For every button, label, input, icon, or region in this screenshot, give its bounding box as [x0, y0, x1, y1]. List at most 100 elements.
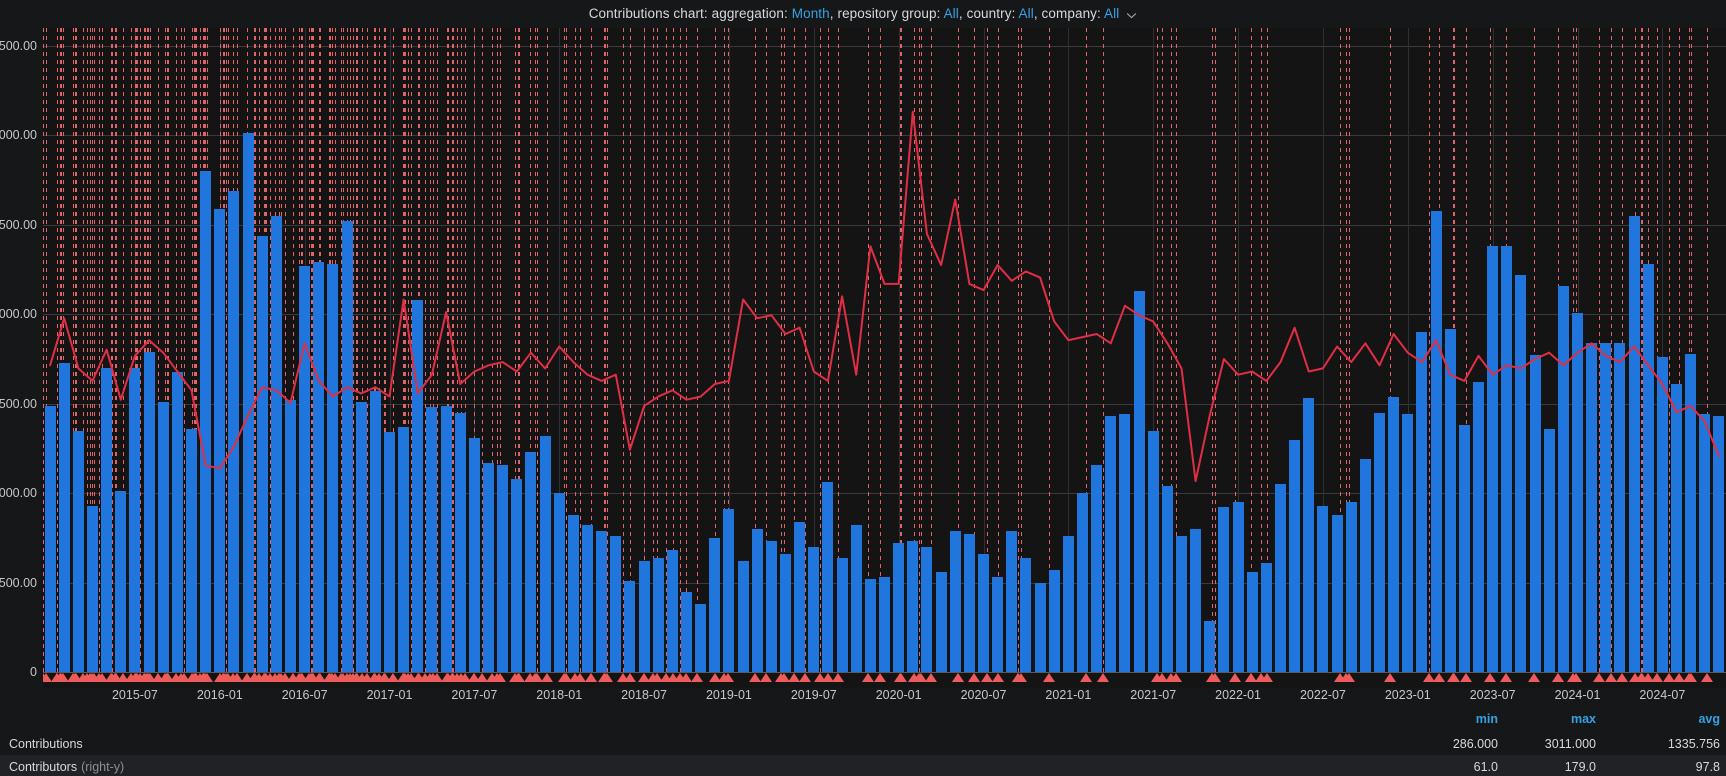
bar-contributions[interactable]: [1657, 357, 1668, 672]
bar-contributions[interactable]: [483, 462, 494, 672]
bar-contributions[interactable]: [639, 561, 650, 672]
annotation-marker-icon[interactable]: [197, 673, 209, 682]
annotation-marker-icon[interactable]: [513, 673, 525, 682]
bar-contributions[interactable]: [1049, 570, 1060, 672]
annotation-marker-icon[interactable]: [601, 673, 613, 682]
bar-contributions[interactable]: [73, 430, 84, 672]
annotation-marker-icon[interactable]: [709, 673, 721, 682]
annotation-marker-icon[interactable]: [968, 673, 980, 682]
bar-contributions[interactable]: [1431, 210, 1442, 672]
bar-contributions[interactable]: [1671, 384, 1682, 672]
annotation-marker-icon[interactable]: [1460, 673, 1472, 682]
legend-col-min[interactable]: min: [1475, 712, 1498, 726]
bar-contributions[interactable]: [1572, 312, 1583, 672]
bar-contributions[interactable]: [384, 432, 395, 672]
bar-contributions[interactable]: [525, 452, 536, 672]
annotation-marker-icon[interactable]: [227, 673, 239, 682]
annotation-line[interactable]: [919, 28, 920, 672]
bar-contributions[interactable]: [1190, 528, 1201, 672]
annotation-marker-icon[interactable]: [70, 673, 82, 682]
annotation-marker-icon[interactable]: [293, 673, 305, 682]
bar-contributions[interactable]: [1685, 353, 1696, 672]
annotation-line[interactable]: [99, 28, 100, 672]
annotation-line[interactable]: [580, 28, 581, 672]
bar-contributions[interactable]: [921, 546, 932, 672]
annotation-marker-icon[interactable]: [1448, 673, 1460, 682]
bar-contributions[interactable]: [879, 577, 890, 672]
bar-contributions[interactable]: [214, 208, 225, 672]
bar-contributions[interactable]: [822, 482, 833, 672]
legend-col-max[interactable]: max: [1570, 712, 1596, 726]
annotation-marker-icon[interactable]: [387, 673, 399, 682]
annotation-marker-icon[interactable]: [1170, 673, 1182, 682]
annotation-line[interactable]: [805, 28, 806, 672]
bar-contributions[interactable]: [610, 536, 621, 672]
annotation-line[interactable]: [353, 28, 354, 672]
annotation-marker-icon[interactable]: [1484, 673, 1496, 682]
bar-contributions[interactable]: [426, 407, 437, 672]
bar-contributions[interactable]: [285, 400, 296, 672]
bar-contributions[interactable]: [441, 405, 452, 672]
annotation-marker-icon[interactable]: [1229, 673, 1241, 682]
annotation-marker-icon[interactable]: [241, 673, 253, 682]
annotation-marker-icon[interactable]: [1245, 673, 1257, 682]
bar-contributions[interactable]: [1091, 464, 1102, 672]
bar-contributions[interactable]: [1459, 425, 1470, 672]
annotation-line[interactable]: [367, 28, 368, 672]
legend-col-avg[interactable]: avg: [1698, 712, 1720, 726]
annotation-marker-icon[interactable]: [214, 673, 226, 682]
annotation-marker-icon[interactable]: [1209, 673, 1221, 682]
bar-contributions[interactable]: [1614, 342, 1625, 672]
annotation-marker-icon[interactable]: [585, 673, 597, 682]
annotation-marker-icon[interactable]: [718, 673, 730, 682]
annotation-marker-icon[interactable]: [667, 673, 679, 682]
annotation-marker-icon[interactable]: [494, 673, 506, 682]
annotation-line[interactable]: [57, 28, 58, 672]
annotation-marker-icon[interactable]: [925, 673, 937, 682]
annotation-line[interactable]: [680, 28, 681, 672]
bar-contributions[interactable]: [1035, 582, 1046, 672]
bar-contributions[interactable]: [808, 546, 819, 672]
annotation-line[interactable]: [630, 28, 631, 672]
annotation-marker-icon[interactable]: [313, 673, 325, 682]
annotation-marker-icon[interactable]: [1384, 673, 1396, 682]
bar-contributions[interactable]: [299, 266, 310, 672]
graph-area[interactable]: 0 500.00 1000.00 1500.00 2000.00 2500.00 3000.…: [0, 28, 1726, 688]
annotation-marker-icon[interactable]: [468, 673, 480, 682]
annotation-marker-icon[interactable]: [175, 673, 187, 682]
legend-row-contributions[interactable]: Contributions 286.000 3011.000 1335.756: [0, 732, 1726, 755]
bar-contributions[interactable]: [780, 553, 791, 672]
bar-contributions[interactable]: [540, 435, 551, 672]
bar-contributions[interactable]: [144, 351, 155, 672]
annotation-marker-icon[interactable]: [110, 673, 122, 682]
bar-contributions[interactable]: [186, 428, 197, 672]
annotation-marker-icon[interactable]: [397, 673, 409, 682]
annotation-marker-icon[interactable]: [832, 673, 844, 682]
bar-contributions[interactable]: [158, 401, 169, 672]
bar-contributions[interactable]: [1600, 342, 1611, 672]
annotation-marker-icon[interactable]: [524, 673, 536, 682]
annotation-marker-icon[interactable]: [569, 673, 581, 682]
bar-contributions[interactable]: [936, 571, 947, 672]
annotation-marker-icon[interactable]: [691, 673, 703, 682]
bar-contributions[interactable]: [356, 401, 367, 672]
bar-contributions[interactable]: [752, 528, 763, 672]
annotation-marker-icon[interactable]: [541, 673, 553, 682]
bar-contributions[interactable]: [271, 215, 282, 672]
bar-contributions[interactable]: [1629, 215, 1640, 672]
annotation-line[interactable]: [537, 28, 538, 672]
annotation-line[interactable]: [43, 28, 44, 672]
annotation-marker-icon[interactable]: [1593, 673, 1605, 682]
annotation-marker-icon[interactable]: [981, 673, 993, 682]
annotation-line[interactable]: [566, 28, 567, 672]
bar-contributions[interactable]: [1558, 285, 1569, 672]
bar-contributions[interactable]: [412, 299, 423, 672]
annotation-marker-icon[interactable]: [560, 673, 572, 682]
annotation-line[interactable]: [686, 28, 687, 672]
plot-area[interactable]: [43, 28, 1726, 688]
bar-contributions[interactable]: [624, 580, 635, 672]
bar-contributions[interactable]: [837, 557, 848, 672]
panel-title-menu[interactable]: Contributions chart: aggregation: Month,…: [583, 4, 1144, 24]
annotation-marker-icon[interactable]: [57, 673, 69, 682]
bar-contributions[interactable]: [1317, 505, 1328, 672]
